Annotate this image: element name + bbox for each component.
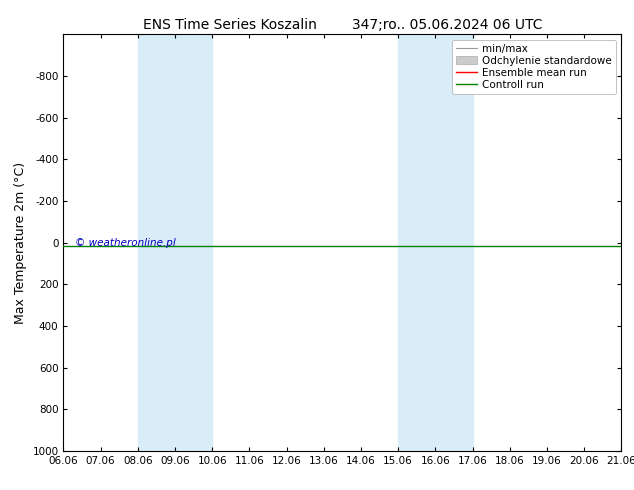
- Bar: [398, 34, 472, 451]
- Bar: [138, 34, 212, 451]
- Title: ENS Time Series Koszalin        347;ro.. 05.06.2024 06 UTC: ENS Time Series Koszalin 347;ro.. 05.06.…: [143, 18, 542, 32]
- Legend: min/max, Odchylenie standardowe, Ensemble mean run, Controll run: min/max, Odchylenie standardowe, Ensembl…: [452, 40, 616, 94]
- Y-axis label: Max Temperature 2m (°C): Max Temperature 2m (°C): [14, 162, 27, 323]
- Text: © weatheronline.pl: © weatheronline.pl: [75, 238, 176, 247]
